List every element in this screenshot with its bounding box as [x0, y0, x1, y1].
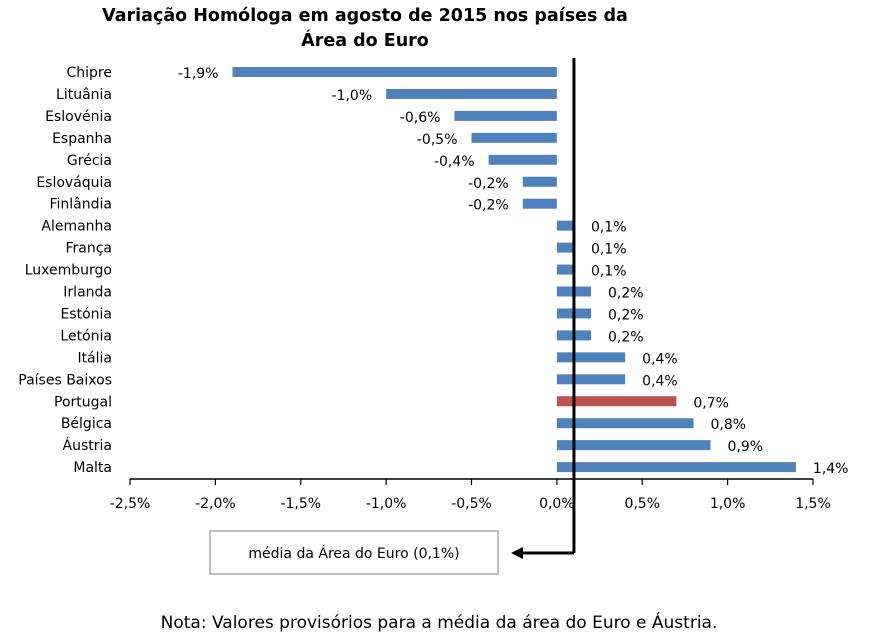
x-tick-label: 0,0% — [539, 496, 575, 512]
chart-title-line: Variação Homóloga em agosto de 2015 nos … — [102, 6, 628, 26]
x-tick-label: -1,5% — [280, 496, 321, 512]
value-label: 0,7% — [693, 395, 729, 411]
category-label: Eslováquia — [36, 175, 112, 191]
value-label: 0,8% — [710, 417, 746, 433]
bar-8 — [556, 242, 574, 253]
value-label: -0,6% — [400, 110, 441, 126]
x-tick-label: -1,0% — [366, 496, 407, 512]
x-tick-label: -2,0% — [195, 496, 236, 512]
chart-title-line: Área do Euro — [301, 29, 429, 51]
value-label: -1,9% — [178, 66, 219, 82]
x-tick-label: 1,5% — [795, 496, 831, 512]
average-annotation: média da Área do Euro (0,1%) — [209, 58, 576, 575]
bar-16 — [556, 418, 694, 429]
category-label: Bélgica — [61, 416, 112, 432]
value-label: -0,2% — [468, 198, 509, 214]
category-label: Chipre — [67, 65, 113, 81]
category-label: Grécia — [67, 153, 112, 169]
category-label: França — [65, 241, 112, 257]
x-tick-label: 1,0% — [710, 496, 746, 512]
category-label: Irlanda — [63, 285, 112, 301]
bar-3 — [471, 132, 557, 143]
category-label: Letónia — [60, 328, 112, 344]
bar-15 — [556, 396, 677, 407]
bar-17 — [556, 440, 711, 451]
bar-9 — [556, 264, 574, 275]
arrow-head-icon — [511, 547, 523, 559]
value-label: 0,4% — [642, 373, 678, 389]
bar-7 — [556, 220, 574, 231]
category-label: Países Baixos — [18, 372, 112, 388]
bar-4 — [488, 154, 557, 165]
value-label: 0,1% — [591, 242, 627, 258]
bar-18 — [556, 462, 796, 473]
value-label: 0,2% — [608, 286, 644, 302]
value-label: 1,4% — [813, 461, 849, 477]
category-label: Espanha — [52, 131, 112, 147]
category-label: Itália — [77, 350, 112, 366]
category-label: Portugal — [54, 394, 112, 410]
chart-title: Variação Homóloga em agosto de 2015 nos … — [102, 6, 628, 51]
value-label: -0,4% — [434, 154, 475, 170]
value-label: -0,2% — [468, 176, 509, 192]
category-label: Lituânia — [56, 87, 112, 103]
category-label: Malta — [73, 460, 112, 476]
average-label-box — [209, 530, 499, 575]
bar-14 — [556, 374, 626, 385]
value-label: 0,1% — [591, 220, 627, 236]
x-axis: -2,5% -2,0% -1,5% -1,0% -0,5% 0,0% 0,5% 1,0% 1,5… — [110, 478, 831, 512]
category-label: Eslovénia — [45, 109, 112, 125]
value-label: -1,0% — [332, 88, 373, 104]
category-label: Alemanha — [41, 219, 112, 235]
bar-0 — [232, 67, 557, 77]
value-label: 0,9% — [728, 439, 764, 455]
x-tick-label: 0,5% — [624, 496, 660, 512]
value-label: 0,4% — [642, 351, 678, 367]
category-label: Luxemburgo — [25, 263, 112, 279]
bar-13 — [556, 352, 626, 363]
x-tick-label: -2,5% — [110, 496, 151, 512]
category-label: Áustria — [63, 437, 112, 454]
x-tick-label: -0,5% — [451, 496, 492, 512]
average-label: média da Área do Euro (0,1%) — [248, 545, 459, 562]
category-label: Finlândia — [50, 197, 113, 213]
value-label: 0,1% — [591, 264, 627, 280]
chart: Variação Homóloga em agosto de 2015 nos … — [18, 6, 849, 575]
bar-1 — [386, 88, 557, 99]
bar-6 — [522, 198, 557, 209]
value-label: -0,5% — [417, 132, 458, 148]
value-label: 0,2% — [608, 329, 644, 345]
category-label: Estónia — [60, 306, 112, 322]
value-label: 0,2% — [608, 307, 644, 323]
bar-5 — [522, 176, 557, 187]
bar-2 — [454, 110, 557, 121]
bars-group: Chipre -1,9% Lituânia -1,0% Eslovénia -0,6% Es… — [18, 65, 848, 477]
footnote: Nota: Valores provisórios para a média d… — [160, 613, 718, 633]
